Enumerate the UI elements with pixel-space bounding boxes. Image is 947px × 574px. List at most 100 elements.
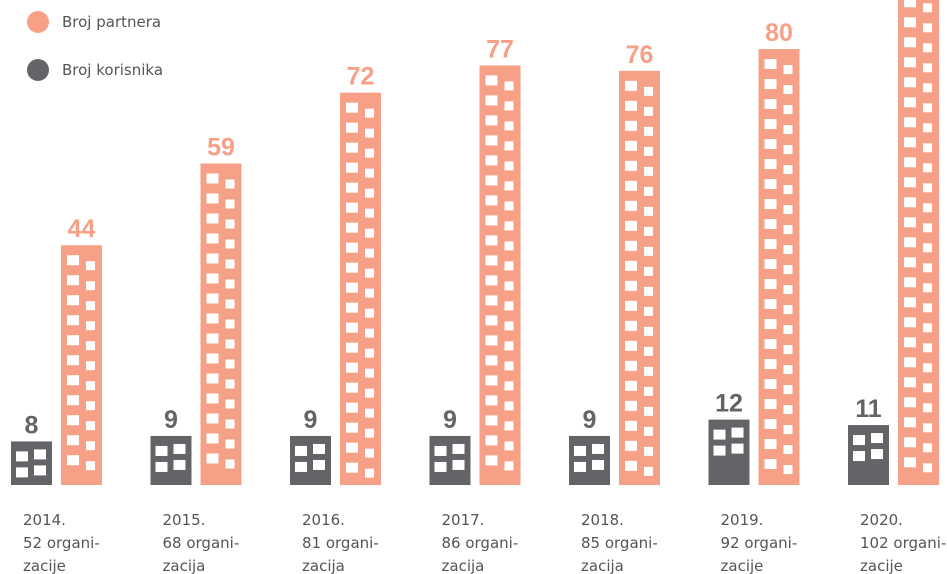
window	[207, 233, 219, 243]
window	[486, 75, 498, 85]
window	[505, 381, 514, 390]
window	[765, 119, 777, 129]
window	[486, 95, 498, 105]
window	[625, 401, 637, 411]
window	[67, 355, 79, 365]
window	[505, 361, 514, 370]
window	[784, 425, 793, 434]
window	[346, 343, 358, 353]
window	[226, 179, 235, 188]
window	[505, 461, 514, 470]
x-tick-label: 102 organi-	[860, 534, 946, 552]
window	[86, 281, 95, 290]
window	[625, 161, 637, 171]
window	[765, 259, 777, 269]
window	[625, 141, 637, 151]
window	[505, 101, 514, 110]
window	[574, 462, 586, 472]
window	[784, 85, 793, 94]
window	[923, 463, 932, 472]
window	[505, 121, 514, 130]
window	[486, 295, 498, 305]
window	[67, 335, 79, 345]
x-tick-label: zacija	[163, 557, 206, 574]
window	[923, 43, 932, 52]
window	[365, 349, 374, 358]
value-label: 77	[486, 35, 514, 63]
window	[784, 365, 793, 374]
window	[207, 453, 219, 463]
x-tick-label: 2015.	[163, 511, 206, 529]
window	[226, 259, 235, 268]
window	[732, 444, 744, 454]
window	[904, 337, 916, 347]
window	[505, 81, 514, 90]
window	[923, 243, 932, 252]
bar	[11, 441, 52, 485]
window	[226, 299, 235, 308]
window	[765, 339, 777, 349]
window	[346, 363, 358, 373]
value-label: 8	[25, 411, 39, 439]
x-tick-label: zacije	[23, 557, 66, 574]
window	[346, 103, 358, 113]
legend-label: Broj partnera	[62, 13, 161, 31]
window	[207, 413, 219, 423]
window	[904, 317, 916, 327]
window	[644, 407, 653, 416]
window	[923, 23, 932, 32]
window	[505, 301, 514, 310]
window	[365, 109, 374, 118]
window	[486, 455, 498, 465]
window	[365, 449, 374, 458]
window	[784, 465, 793, 474]
window	[365, 369, 374, 378]
window	[784, 345, 793, 354]
window	[923, 3, 932, 12]
window	[765, 319, 777, 329]
window	[904, 117, 916, 127]
window	[765, 199, 777, 209]
window	[923, 83, 932, 92]
window	[784, 385, 793, 394]
value-label: 11	[855, 395, 882, 423]
window	[67, 435, 79, 445]
window	[365, 169, 374, 178]
window	[644, 247, 653, 256]
window	[765, 159, 777, 169]
window	[714, 446, 726, 456]
window	[365, 389, 374, 398]
window	[625, 301, 637, 311]
window	[346, 263, 358, 273]
window	[644, 387, 653, 396]
window	[486, 255, 498, 265]
window	[174, 460, 186, 470]
window	[784, 65, 793, 74]
window	[644, 147, 653, 156]
window	[86, 421, 95, 430]
window	[625, 101, 637, 111]
window	[365, 149, 374, 158]
window	[67, 395, 79, 405]
window	[625, 281, 637, 291]
window	[644, 127, 653, 136]
window	[505, 221, 514, 230]
window	[226, 419, 235, 428]
window	[784, 325, 793, 334]
window	[453, 444, 465, 454]
window	[226, 239, 235, 248]
window	[365, 469, 374, 478]
window	[34, 449, 46, 459]
window	[207, 393, 219, 403]
window	[644, 427, 653, 436]
window	[67, 315, 79, 325]
window	[644, 467, 653, 476]
value-label: 9	[443, 406, 457, 434]
window	[592, 444, 604, 454]
window	[765, 439, 777, 449]
window	[765, 219, 777, 229]
window	[365, 229, 374, 238]
window	[625, 181, 637, 191]
value-label: 59	[207, 133, 235, 161]
window	[923, 443, 932, 452]
